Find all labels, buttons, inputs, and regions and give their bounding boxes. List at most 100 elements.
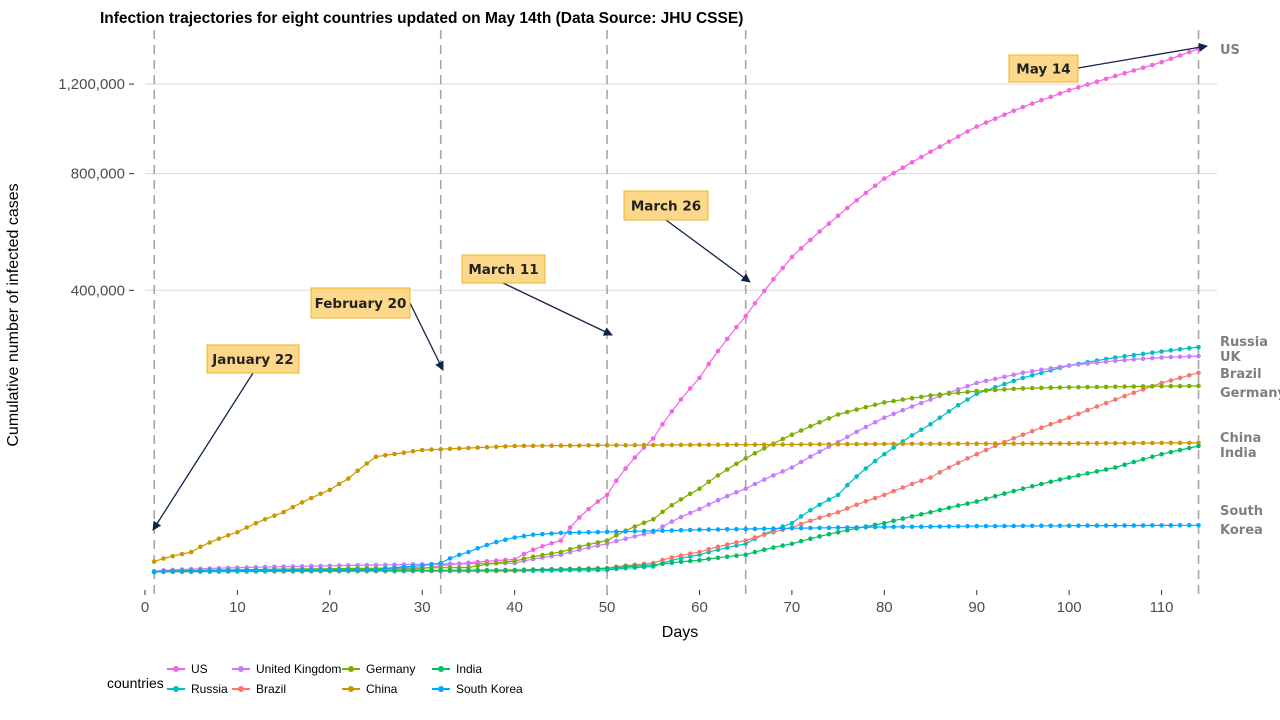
data-point xyxy=(1187,49,1192,55)
data-point xyxy=(928,149,933,155)
data-point xyxy=(752,535,758,540)
data-point xyxy=(1011,436,1016,441)
data-point xyxy=(687,527,693,533)
data-point xyxy=(586,542,591,547)
data-point xyxy=(1168,56,1174,62)
data-point xyxy=(882,400,887,405)
data-point xyxy=(789,541,795,547)
data-point xyxy=(771,473,776,478)
data-point xyxy=(826,512,832,518)
data-point xyxy=(1168,449,1174,455)
data-point xyxy=(1020,432,1026,438)
data-point xyxy=(1085,441,1090,446)
data-point xyxy=(835,412,841,417)
data-point xyxy=(1140,65,1146,70)
data-point xyxy=(937,415,943,421)
data-point xyxy=(198,544,203,550)
legend-item-brazil: Brazil xyxy=(232,682,286,696)
data-point xyxy=(734,442,739,448)
callout-box xyxy=(461,254,546,284)
data-point xyxy=(1159,451,1164,457)
data-point xyxy=(669,409,675,414)
data-point xyxy=(1122,357,1127,363)
data-point xyxy=(678,553,684,558)
data-point xyxy=(614,529,619,534)
data-point xyxy=(1066,363,1072,368)
data-point xyxy=(1094,404,1100,409)
data-point xyxy=(530,532,536,537)
data-point xyxy=(789,520,795,526)
data-point xyxy=(798,246,804,251)
data-point xyxy=(900,516,906,521)
data-point xyxy=(632,524,638,529)
data-point xyxy=(1122,384,1127,389)
data-point xyxy=(687,551,693,556)
data-point xyxy=(429,568,434,573)
data-point xyxy=(632,442,638,448)
data-point xyxy=(845,482,850,488)
legend-key xyxy=(232,684,250,694)
data-point xyxy=(466,445,471,451)
date-callouts: January 22 February 20 March 11 March 26 May… xyxy=(152,42,1208,531)
data-point xyxy=(1094,441,1100,446)
data-point xyxy=(660,509,665,515)
data-point xyxy=(817,515,822,521)
end-label-india: India xyxy=(1220,446,1257,461)
data-point xyxy=(558,443,564,448)
data-point xyxy=(863,499,869,504)
data-point xyxy=(244,525,249,530)
data-point xyxy=(225,533,231,538)
data-point xyxy=(1131,440,1137,446)
legend-label: India xyxy=(456,662,483,676)
x-axis-title: Days xyxy=(662,624,698,641)
end-label-us: US xyxy=(1220,43,1240,58)
data-point xyxy=(1187,383,1192,389)
data-point xyxy=(1168,354,1174,360)
data-point xyxy=(1150,440,1155,446)
legend-key xyxy=(342,684,360,694)
series-line-russia xyxy=(154,346,1199,573)
data-point xyxy=(447,561,453,567)
data-point xyxy=(983,496,989,502)
data-point xyxy=(1066,87,1072,93)
data-point xyxy=(272,513,277,518)
data-point xyxy=(992,116,998,121)
data-point xyxy=(641,442,647,448)
data-point xyxy=(1103,76,1109,82)
data-point xyxy=(854,525,859,530)
data-point xyxy=(798,525,804,531)
data-point xyxy=(484,542,490,548)
data-point xyxy=(364,562,370,568)
data-point xyxy=(1094,384,1100,390)
data-point xyxy=(1187,440,1192,446)
data-point xyxy=(669,560,675,566)
data-point xyxy=(724,442,730,448)
data-point xyxy=(743,486,748,492)
legend-key xyxy=(432,664,450,674)
data-point xyxy=(1048,523,1053,529)
data-point xyxy=(955,403,961,408)
data-point xyxy=(1131,68,1137,73)
data-point xyxy=(946,524,952,529)
data-point xyxy=(900,397,906,402)
legend-label: Brazil xyxy=(256,682,287,696)
legend-label: Russia xyxy=(191,682,228,696)
data-point xyxy=(549,551,554,556)
callout-arrow xyxy=(152,372,254,531)
legend-key xyxy=(232,664,250,674)
data-point xyxy=(447,567,453,573)
data-point xyxy=(955,503,961,508)
data-point xyxy=(1020,386,1026,391)
data-point xyxy=(410,564,416,569)
data-point xyxy=(724,336,730,342)
data-point xyxy=(835,492,841,498)
data-point xyxy=(872,402,878,408)
data-point xyxy=(567,547,573,552)
data-point xyxy=(521,556,527,562)
data-point xyxy=(1057,385,1063,390)
data-point xyxy=(401,568,407,573)
data-point xyxy=(724,542,730,547)
data-point xyxy=(761,532,767,537)
data-point xyxy=(1029,369,1035,374)
data-point xyxy=(678,514,684,520)
